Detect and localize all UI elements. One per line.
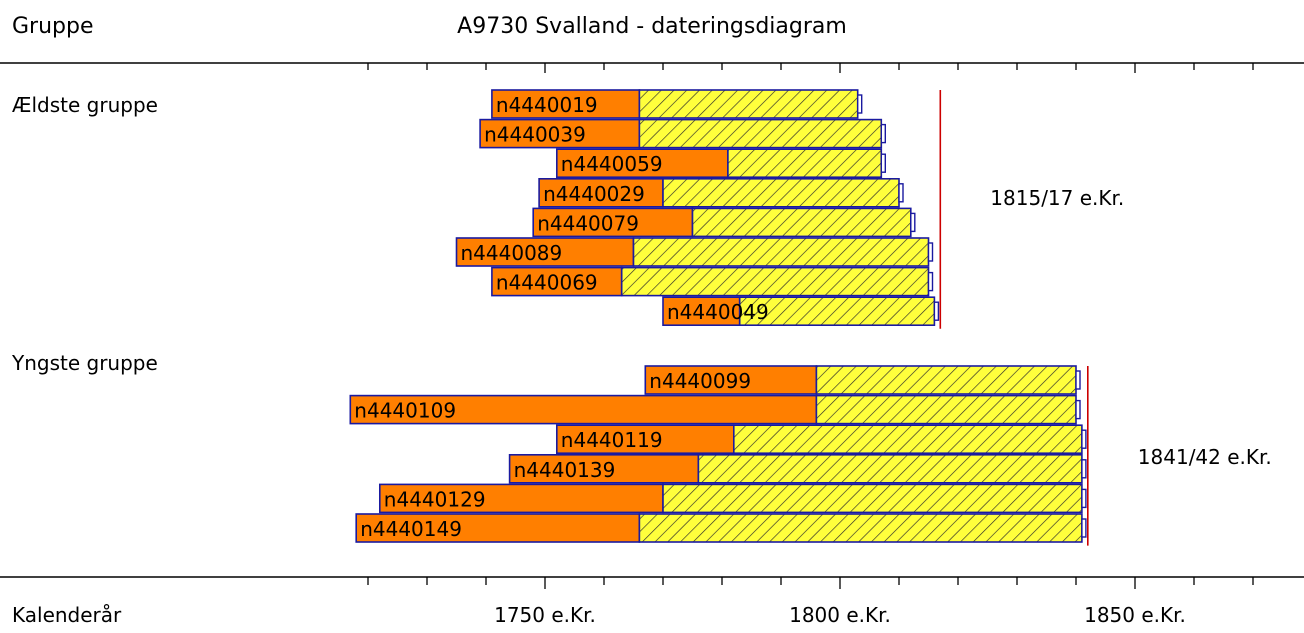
late-bar	[738, 296, 936, 327]
sample-id-label: n4440069	[496, 271, 598, 295]
bar-end-marker	[880, 153, 886, 173]
sample-id-label: n4440129	[384, 487, 486, 511]
sample-id-label: n4440019	[496, 93, 598, 117]
sample-id-label: n4440089	[461, 241, 563, 265]
late-bar	[632, 237, 930, 267]
sample-id-label: n4440099	[649, 369, 751, 393]
group-column-header: Gruppe	[12, 14, 94, 39]
sample-id-label: n4440029	[543, 182, 645, 206]
late-bar	[620, 266, 930, 297]
group-label: Ældste gruppe	[12, 93, 158, 117]
x-tick-label: 1800 e.Kr.	[789, 603, 891, 627]
bar-end-marker	[927, 271, 934, 292]
x-tick-label: 1850 e.Kr.	[1084, 603, 1186, 627]
early-bar	[555, 148, 729, 178]
sample-id-label: n4440079	[537, 211, 639, 235]
sample-id-label: n4440149	[360, 517, 462, 541]
sample-id-label: n4440109	[354, 399, 456, 423]
bar-end-marker	[910, 212, 916, 233]
bar-end-marker	[1081, 459, 1087, 479]
early-bar	[455, 237, 635, 267]
bar-end-marker	[1075, 399, 1081, 420]
early-bar	[491, 89, 641, 119]
sample-id-label: n4440049	[667, 300, 769, 324]
early-bar	[662, 296, 741, 327]
late-bar	[697, 453, 1083, 484]
late-bar	[662, 178, 900, 208]
late-bar	[662, 483, 1083, 514]
bar-end-marker	[857, 94, 863, 114]
late-bar	[691, 207, 912, 238]
early-bar	[508, 453, 700, 484]
late-bar	[815, 394, 1077, 425]
early-bar	[479, 118, 641, 149]
bar-end-marker	[880, 123, 886, 144]
chart-title: A9730 Svalland - dateringsdiagram	[457, 14, 847, 39]
bar-end-marker	[1075, 370, 1081, 390]
bar-end-marker	[1081, 518, 1087, 538]
bar-end-marker	[927, 242, 934, 262]
early-bar	[491, 266, 623, 297]
late-bar	[638, 89, 859, 119]
early-bar	[355, 513, 641, 543]
early-bar	[378, 483, 664, 514]
felling-date-label: 1815/17 e.Kr.	[990, 186, 1124, 210]
late-bar	[815, 365, 1077, 395]
early-bar	[532, 207, 694, 238]
felling-date-label: 1841/42 e.Kr.	[1138, 445, 1272, 469]
sample-id-label: n4440139	[514, 458, 616, 482]
bar-end-marker	[898, 183, 904, 203]
late-bar	[638, 513, 1083, 543]
group-label: Yngste gruppe	[11, 351, 158, 375]
late-bar	[638, 118, 883, 149]
bar-end-marker	[1081, 429, 1087, 449]
early-bar	[349, 394, 818, 425]
late-bar	[727, 148, 883, 178]
early-bar	[644, 365, 818, 395]
late-bar	[732, 424, 1083, 455]
sample-id-label: n4440059	[561, 152, 663, 176]
x-tick-label: 1750 e.Kr.	[494, 603, 596, 627]
sample-id-label: n4440039	[484, 123, 586, 147]
bar-end-marker	[933, 301, 940, 321]
sample-id-label: n4440119	[561, 428, 663, 452]
bar-end-marker	[1081, 488, 1087, 509]
x-axis-label: Kalenderår	[12, 603, 122, 627]
